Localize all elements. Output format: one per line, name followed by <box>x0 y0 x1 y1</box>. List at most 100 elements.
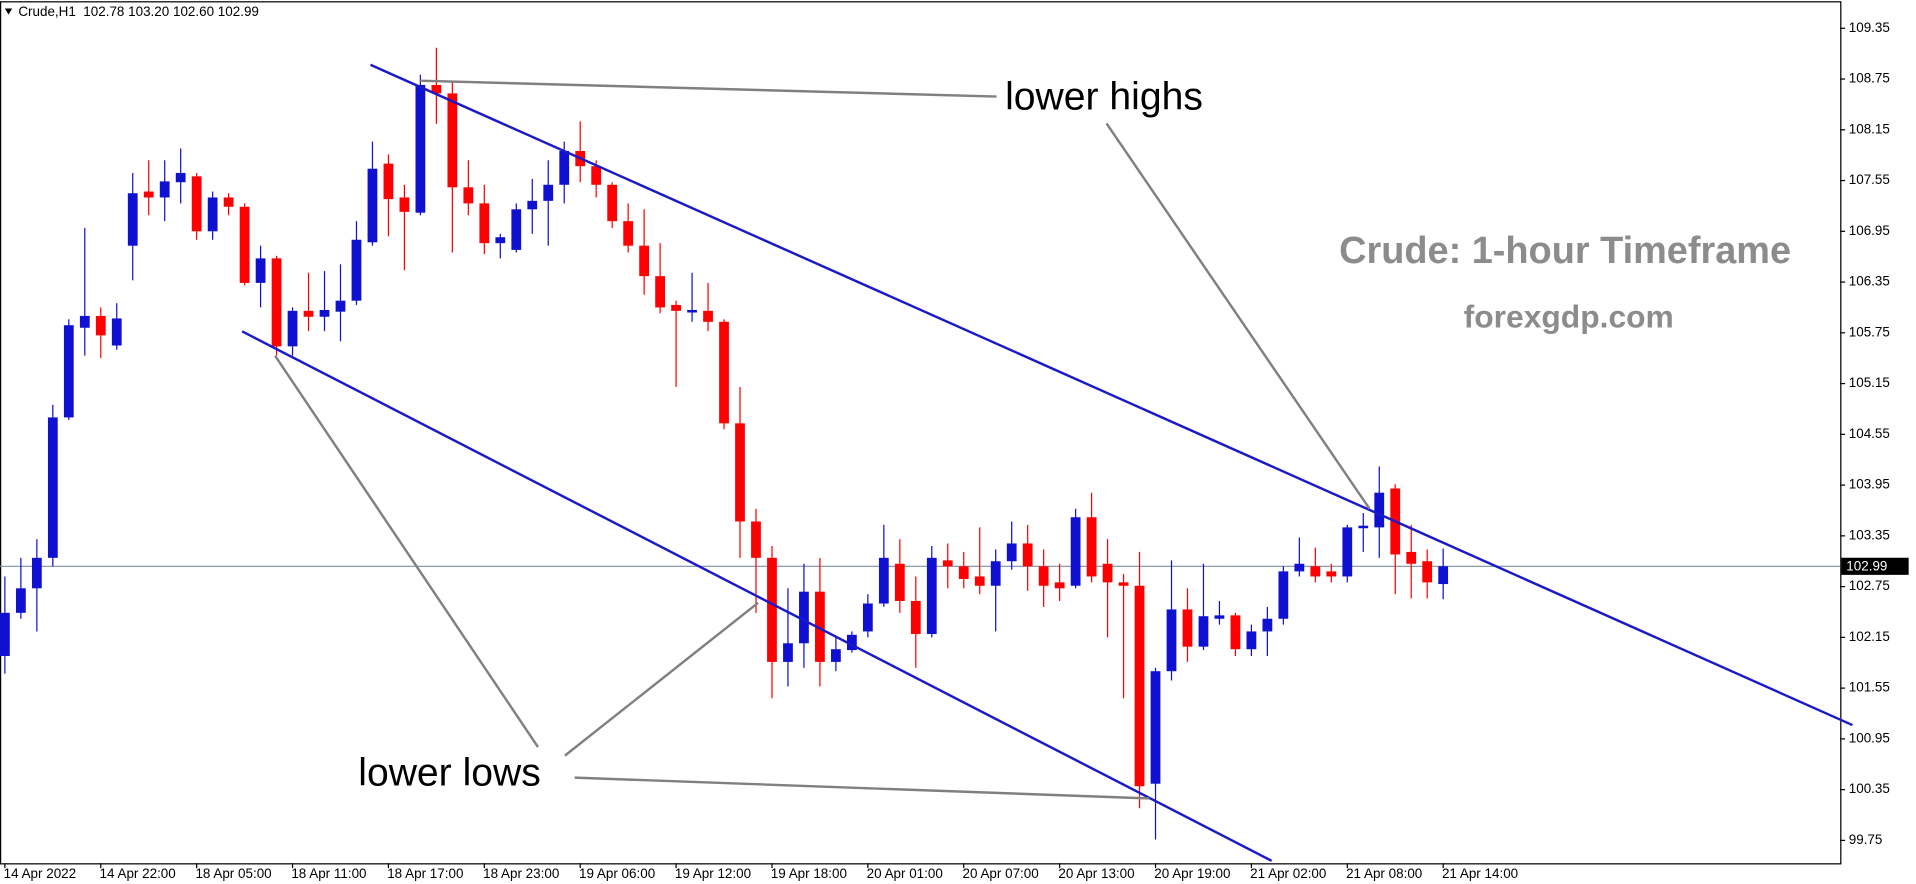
candle-body <box>671 304 681 311</box>
y-tick-label: 100.35 <box>1849 781 1890 796</box>
trend-line <box>369 63 1853 727</box>
y-tick-label: 109.35 <box>1849 20 1890 35</box>
candle-body <box>1166 609 1177 672</box>
x-tick-label: 20 Apr 13:00 <box>1058 866 1134 881</box>
candle-body <box>591 166 602 185</box>
candle-body <box>1406 551 1417 564</box>
candle-body <box>878 557 889 604</box>
y-tick-label: 99.75 <box>1849 832 1883 847</box>
x-tick-label: 14 Apr 22:00 <box>100 866 176 881</box>
y-tick-label: 108.75 <box>1849 71 1890 86</box>
pointer-line <box>574 776 1150 800</box>
candle-body <box>543 184 554 201</box>
candle-body <box>1214 615 1225 619</box>
candle-body <box>1278 571 1289 619</box>
candle-body <box>1358 525 1369 529</box>
candle-body <box>527 200 538 210</box>
candle-body <box>399 197 410 212</box>
candle-body <box>15 588 26 613</box>
annotation: lower lows <box>358 752 541 795</box>
candle-body <box>1182 609 1193 647</box>
candle-body <box>335 300 346 312</box>
candle-body <box>31 557 42 589</box>
candle-body <box>1230 615 1241 650</box>
candle-body <box>207 197 218 232</box>
y-tick-label: 103.35 <box>1849 527 1890 542</box>
candle-body <box>287 310 298 347</box>
x-tick-label: 19 Apr 06:00 <box>579 866 655 881</box>
x-tick-label: 20 Apr 01:00 <box>867 866 943 881</box>
x-tick-label: 20 Apr 19:00 <box>1154 866 1230 881</box>
candle-body <box>703 310 713 322</box>
candle-body <box>1006 543 1017 562</box>
candle-body <box>623 221 634 246</box>
candle-body <box>63 325 74 418</box>
y-tick-label: 104.55 <box>1849 426 1890 441</box>
candle-body <box>127 193 138 246</box>
x-tick-label: 18 Apr 23:00 <box>483 866 559 881</box>
x-tick-label: 18 Apr 05:00 <box>195 866 271 881</box>
candle-body <box>687 309 697 313</box>
candle-body <box>383 163 394 200</box>
candle-body <box>655 276 665 308</box>
candle-body <box>862 603 873 632</box>
x-tick-label: 19 Apr 18:00 <box>771 866 847 881</box>
candle-body <box>926 557 937 634</box>
x-tick-label: 18 Apr 11:00 <box>291 866 366 881</box>
candle-body <box>367 168 378 243</box>
candle-body <box>191 176 202 232</box>
candle-body <box>1198 616 1209 647</box>
candle-body <box>735 423 745 522</box>
price-label-box <box>1841 557 1909 575</box>
candle-body <box>719 321 729 424</box>
candle-body <box>495 237 506 244</box>
candle-body <box>942 560 953 567</box>
menu-triangle <box>4 8 13 15</box>
y-tick-label: 105.75 <box>1849 324 1890 339</box>
candle-body <box>255 258 266 283</box>
candle-body <box>639 245 650 277</box>
x-tick-label: 14 Apr 2022 <box>4 866 76 881</box>
candle-body <box>111 318 122 346</box>
candle-body <box>0 612 10 656</box>
price-label: 102.99 <box>1846 558 1887 573</box>
candle-body <box>559 150 570 185</box>
candle-body <box>910 600 921 634</box>
pointer-line <box>419 79 997 98</box>
candle-body <box>1374 492 1385 528</box>
candle-body <box>431 84 442 94</box>
x-tick-label: 21 Apr 08:00 <box>1346 866 1422 881</box>
candle-body <box>1246 631 1257 650</box>
candle-body <box>143 191 154 198</box>
y-tick-label: 103.95 <box>1849 477 1890 492</box>
candle-body <box>351 239 362 301</box>
x-tick-label: 19 Apr 12:00 <box>675 866 751 881</box>
candle-body <box>1086 517 1097 577</box>
candle-body <box>271 258 282 347</box>
y-tick-label: 102.75 <box>1849 578 1890 593</box>
pointer-line <box>274 355 540 748</box>
y-tick-label: 107.55 <box>1849 172 1890 187</box>
candle-body <box>974 576 985 586</box>
x-tick-label: 21 Apr 14:00 <box>1442 866 1518 881</box>
x-tick-label: 18 Apr 17:00 <box>387 866 463 881</box>
candle-body <box>783 643 793 662</box>
candle-body <box>463 187 474 204</box>
candle-body <box>1150 671 1161 784</box>
y-tick-label: 105.15 <box>1849 375 1890 390</box>
candle-body <box>1022 543 1033 567</box>
candle-body <box>1038 566 1049 586</box>
candle-body <box>223 197 234 207</box>
candle-body <box>799 591 809 644</box>
candle-body <box>1134 585 1145 787</box>
watermark: Crude: 1-hour Timeframe <box>1339 230 1791 272</box>
trend-line <box>241 330 1273 862</box>
symbol-info: Crude,H1 102.78 103.20 102.60 102.99 <box>18 4 259 19</box>
pointer-line <box>1105 122 1371 510</box>
pointer-line <box>564 601 759 757</box>
candle-body <box>47 417 58 558</box>
candle-body <box>95 315 106 336</box>
candle-body <box>1054 582 1065 589</box>
candle-body <box>831 649 841 662</box>
